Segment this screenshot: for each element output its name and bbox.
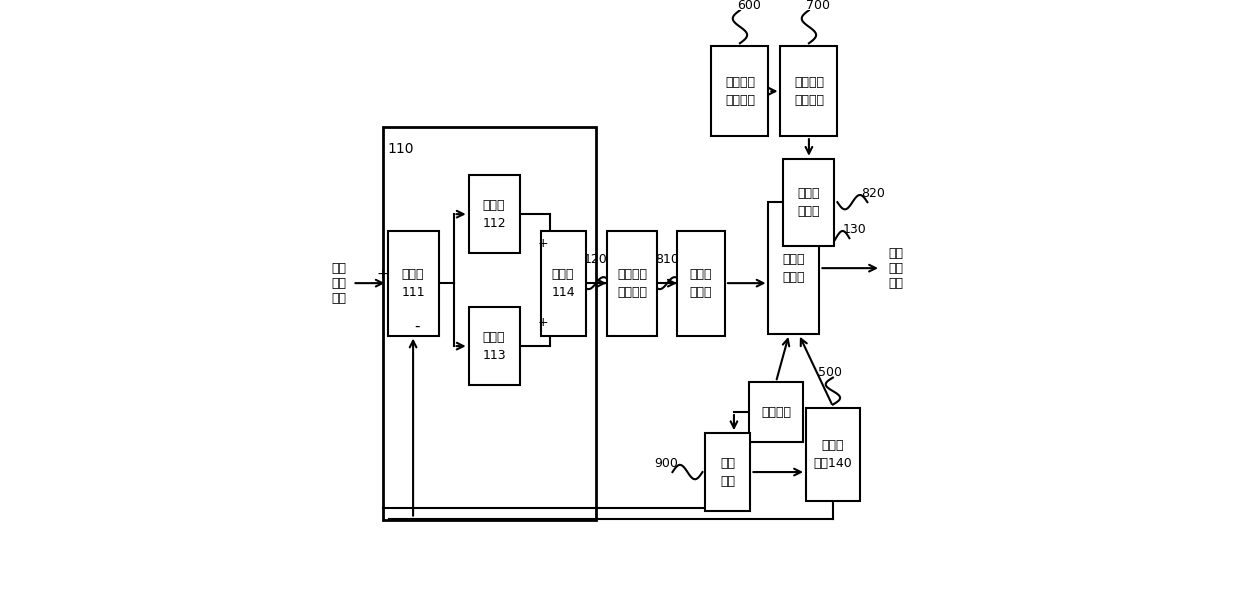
Text: 第二切
换开关: 第二切 换开关 [797, 187, 820, 218]
Text: 定子电压
控制单元: 定子电压 控制单元 [725, 76, 755, 107]
Text: +: + [538, 237, 548, 250]
Bar [749, 382, 804, 442]
Text: 130: 130 [842, 223, 866, 235]
Text: 900: 900 [655, 456, 678, 470]
Text: 加法器
114: 加法器 114 [552, 268, 575, 299]
Text: 500: 500 [818, 366, 842, 379]
Bar [784, 159, 835, 246]
Text: 110: 110 [387, 142, 414, 156]
Text: 转矩传
感器140: 转矩传 感器140 [813, 439, 852, 470]
Bar [677, 231, 725, 336]
Text: 第二功率
驱动单元: 第二功率 驱动单元 [794, 76, 823, 107]
Text: 120: 120 [584, 253, 608, 265]
Text: 600: 600 [737, 0, 761, 12]
Bar [769, 202, 820, 334]
Text: 永磁同
步电机: 永磁同 步电机 [782, 253, 805, 284]
Bar [469, 307, 520, 385]
Bar [383, 127, 596, 520]
Text: -: - [414, 319, 419, 334]
Text: 转矩
指令
信号: 转矩 指令 信号 [332, 262, 347, 304]
Text: 700: 700 [806, 0, 830, 12]
Text: 810: 810 [655, 253, 680, 265]
Text: 记录
仪器: 记录 仪器 [720, 456, 735, 487]
Bar [388, 231, 439, 336]
Bar [469, 175, 520, 253]
Bar [780, 46, 837, 136]
Bar [806, 407, 859, 501]
Bar [712, 46, 769, 136]
Text: +: + [538, 316, 548, 329]
Text: +: + [377, 267, 388, 281]
Text: 第一功率
驱动单元: 第一功率 驱动单元 [618, 268, 647, 299]
Text: 转矩
输出
信号: 转矩 输出 信号 [888, 246, 904, 290]
Text: 820: 820 [862, 187, 885, 199]
Text: 第一切
换开关: 第一切 换开关 [689, 268, 712, 299]
Bar [606, 231, 657, 336]
Bar [706, 433, 750, 511]
Bar [541, 231, 585, 336]
Text: 比较器
111: 比较器 111 [402, 268, 425, 299]
Text: 测温装置: 测温装置 [761, 406, 791, 418]
Text: 积分器
113: 积分器 113 [482, 331, 506, 362]
Text: 比例器
112: 比例器 112 [482, 199, 506, 230]
